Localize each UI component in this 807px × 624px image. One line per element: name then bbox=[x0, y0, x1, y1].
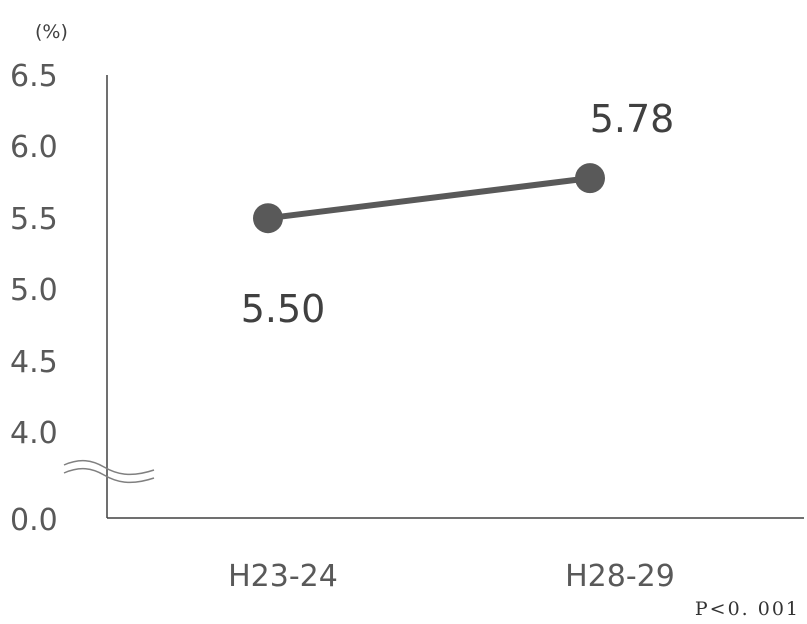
y-axis-unit: (%) bbox=[35, 21, 68, 43]
significance-note: P<0. 001 bbox=[695, 598, 800, 620]
y-tick-label: 6.5 bbox=[10, 59, 58, 94]
y-tick-label: 4.5 bbox=[10, 345, 58, 380]
y-tick-label: 0.0 bbox=[10, 503, 58, 538]
x-tick-label: H23-24 bbox=[228, 559, 338, 594]
y-tick-label: 5.0 bbox=[10, 273, 58, 308]
y-tick-label: 5.5 bbox=[10, 202, 58, 237]
x-tick-label: H28-29 bbox=[565, 559, 675, 594]
y-axis-ticks: 6.5 6.0 5.5 5.0 4.5 4.0 0.0 bbox=[10, 59, 58, 538]
data-label: 5.78 bbox=[590, 97, 675, 141]
series-line bbox=[267, 175, 591, 222]
y-tick-label: 6.0 bbox=[10, 130, 58, 165]
data-label: 5.50 bbox=[241, 287, 326, 331]
series-layer bbox=[253, 163, 605, 234]
data-point bbox=[575, 163, 605, 194]
data-point bbox=[253, 203, 283, 234]
axis-break-icon bbox=[63, 459, 155, 484]
y-tick-label: 4.0 bbox=[10, 416, 58, 451]
